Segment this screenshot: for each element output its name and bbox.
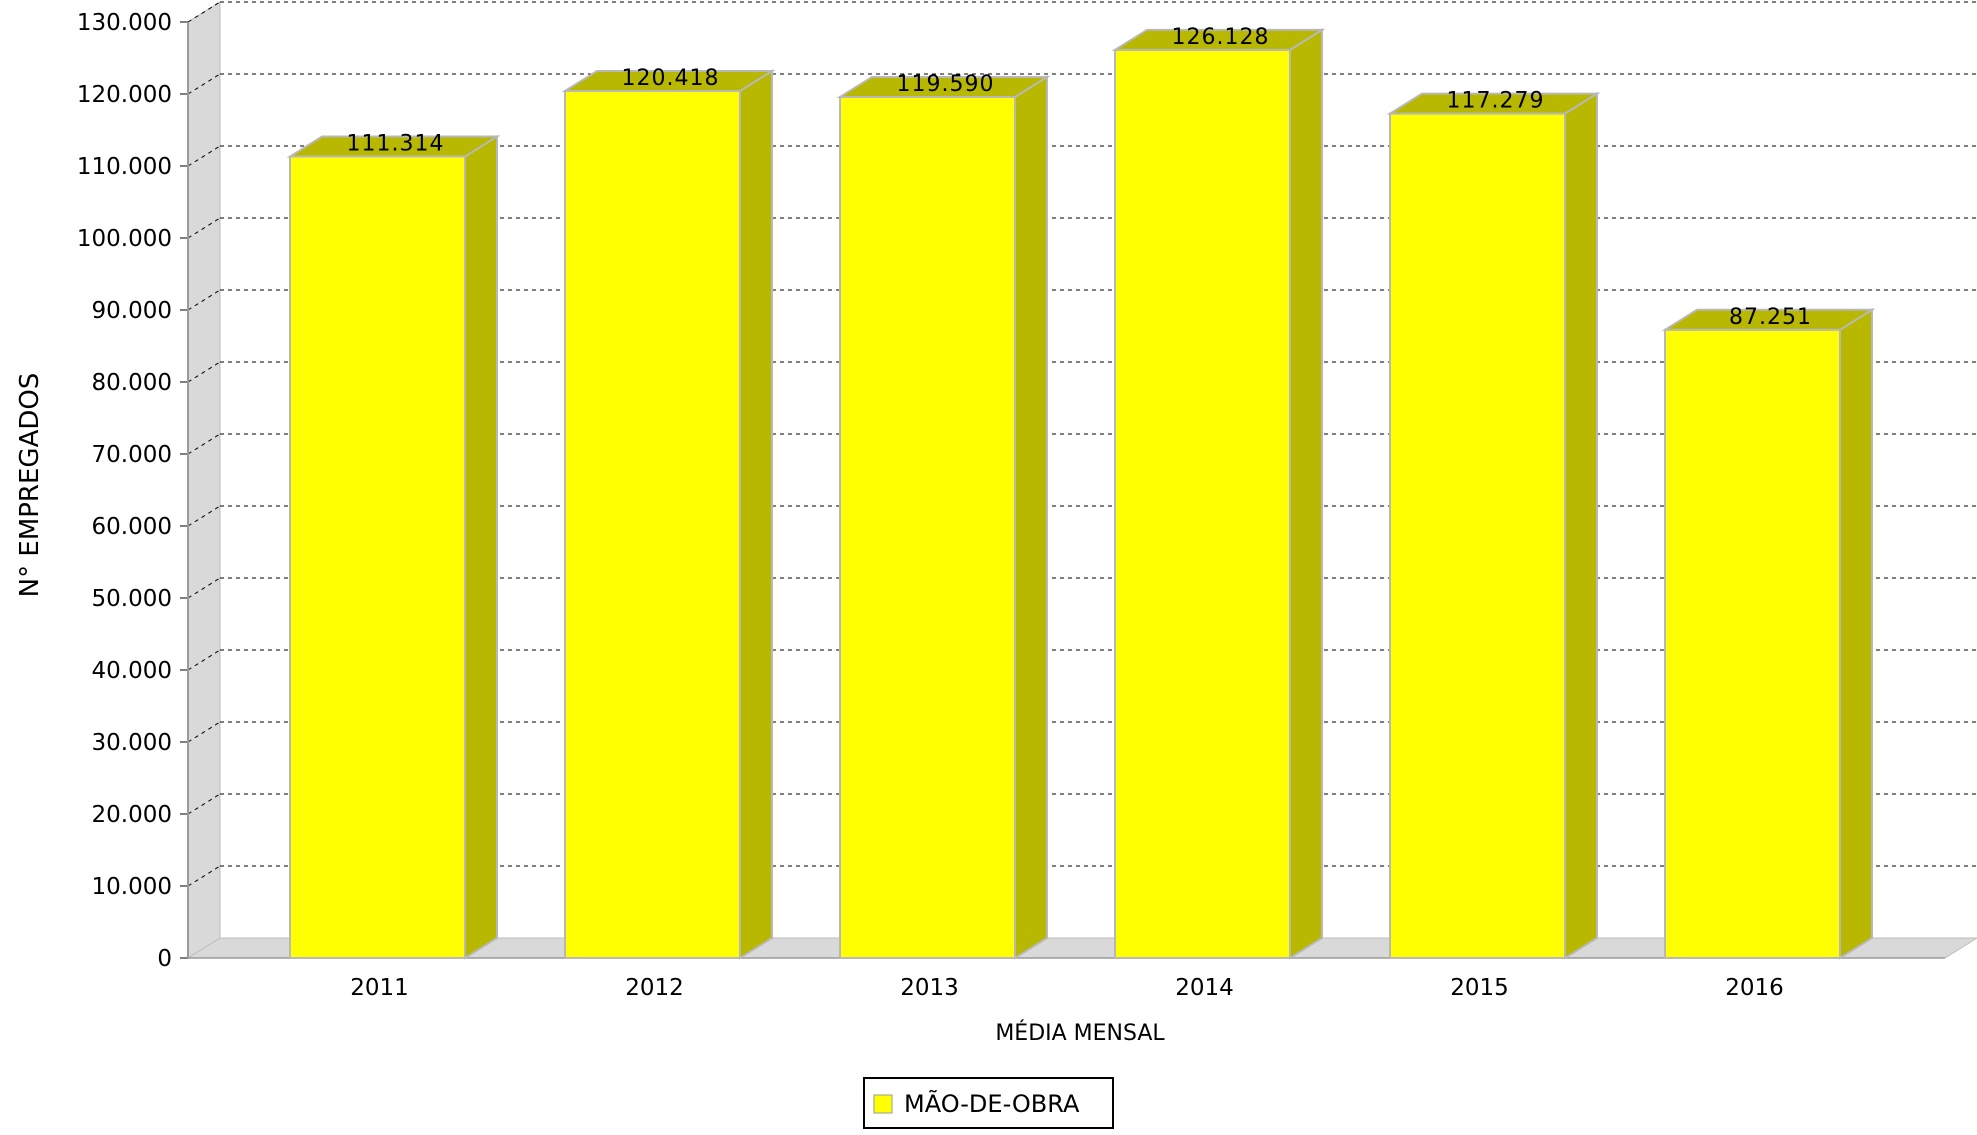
data-label: 111.314 (347, 132, 445, 157)
bar (839, 95, 1016, 959)
gridline-diag (187, 793, 221, 815)
y-tick-label: 130.000 (77, 10, 172, 36)
x-axis-title: MÉDIA MENSAL (995, 1020, 1165, 1046)
data-label: 117.279 (1447, 89, 1545, 114)
y-tick-label: 90.000 (92, 298, 172, 324)
gridline-diag (187, 433, 221, 455)
bar-side (1289, 28, 1323, 960)
y-tick-label: 40.000 (92, 658, 172, 684)
x-tick-label: 2011 (350, 975, 409, 1001)
y-tick-label: 20.000 (92, 802, 172, 828)
x-tick-label: 2015 (1450, 975, 1509, 1001)
x-tick-label: 2013 (900, 975, 959, 1001)
bar-side (1839, 307, 1873, 960)
y-tick-label: 100.000 (77, 226, 172, 252)
bar (1664, 328, 1841, 959)
bar-top (561, 69, 776, 92)
bar (1114, 48, 1291, 959)
bar (289, 155, 466, 960)
bar-top (836, 75, 1051, 98)
gridline-diag (187, 649, 221, 671)
gridline-diag (187, 217, 221, 239)
y-tick-label: 10.000 (92, 874, 172, 900)
legend: MÃO-DE-OBRA (863, 1077, 1114, 1129)
x-tick-label: 2016 (1725, 975, 1784, 1001)
legend-box (863, 1077, 1114, 1129)
left-wall (187, 1, 221, 959)
y-tick-label: 50.000 (92, 586, 172, 612)
gridline-diag (187, 865, 221, 887)
gridline-diag (187, 73, 221, 95)
bar-side (1564, 91, 1598, 960)
y-tick-label: 70.000 (92, 442, 172, 468)
bars (286, 28, 1876, 960)
gridline-diag (187, 577, 221, 599)
y-tick-label: 120.000 (77, 82, 172, 108)
bar-top (1111, 28, 1326, 51)
y-tick-label: 30.000 (92, 730, 172, 756)
y-tick-label: 0 (157, 946, 172, 972)
gridline-diag (187, 721, 221, 743)
bar-side (739, 69, 773, 960)
x-tick-label: 2014 (1175, 975, 1234, 1001)
x-tick-label: 2012 (625, 975, 684, 1001)
gridline-diag (187, 505, 221, 527)
data-label: 119.590 (897, 72, 995, 97)
y-tick-label: 80.000 (92, 370, 172, 396)
bar-top (1661, 308, 1876, 331)
legend-swatch (873, 1094, 893, 1114)
y-tick-label: 110.000 (77, 154, 172, 180)
bar-top (1386, 92, 1601, 115)
data-label: 120.418 (622, 66, 720, 91)
labels: N° EMPREGADOS MÉDIA MENSAL 111.314 2011 12… (15, 25, 1812, 1046)
y-axis-title: N° EMPREGADOS (15, 373, 45, 598)
bar (1389, 112, 1566, 960)
bar (564, 89, 741, 959)
bar-side (1014, 75, 1048, 960)
data-label: 126.128 (1172, 25, 1270, 50)
y-tick-label: 60.000 (92, 514, 172, 540)
gridline-diag (187, 289, 221, 311)
data-label: 87.251 (1729, 305, 1812, 330)
axes: 0 10.000 20.000 30.000 40.000 50.000 60.000 70.… (77, 10, 1945, 972)
bar-side (464, 134, 498, 960)
legend-label: MÃO-DE-OBRA (904, 1088, 1080, 1118)
gridline-diag (187, 145, 221, 167)
gridline-diag (187, 1, 221, 23)
gridline-diag (187, 361, 221, 383)
bar-top (286, 135, 501, 158)
